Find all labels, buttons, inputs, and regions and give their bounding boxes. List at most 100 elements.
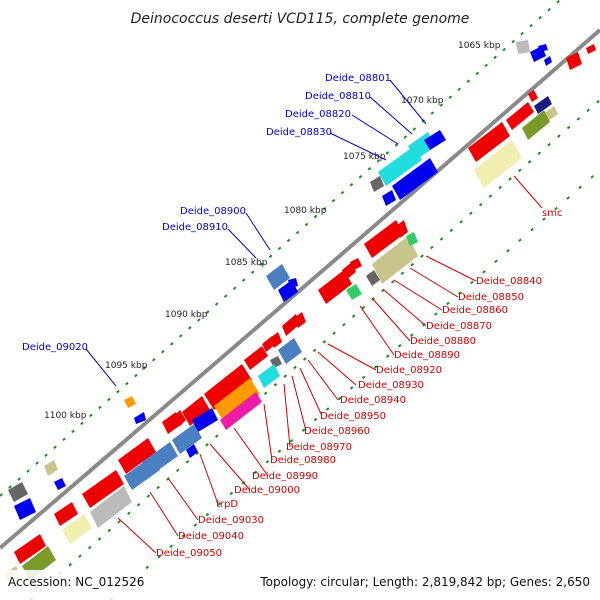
gene-feature[interactable] <box>370 176 384 192</box>
gene-label[interactable]: Deide_08960 <box>304 426 370 437</box>
gene-label[interactable]: Deide_08970 <box>286 442 352 453</box>
tick-mark <box>376 159 381 163</box>
gene-label[interactable]: Deide_08880 <box>410 336 476 347</box>
gene-feature[interactable] <box>90 486 132 528</box>
gene-feature[interactable] <box>346 284 362 300</box>
gene-feature[interactable] <box>186 444 198 458</box>
gene-feature[interactable] <box>182 396 210 426</box>
gene-feature[interactable] <box>278 338 302 364</box>
gene-feature[interactable] <box>14 498 36 520</box>
gene-label[interactable]: Deide_08820 <box>285 109 351 120</box>
gene-label[interactable]: smc <box>542 208 562 219</box>
gene-label[interactable]: Deide_08801 <box>325 73 391 84</box>
gene-feature[interactable] <box>350 258 362 270</box>
gene-feature[interactable] <box>288 278 298 288</box>
gene-label[interactable]: Deide_08920 <box>376 365 442 376</box>
gene-feature[interactable] <box>566 52 582 70</box>
gene-label[interactable]: Deide_09030 <box>198 515 264 526</box>
gene-feature[interactable] <box>424 130 446 150</box>
gene-feature[interactable] <box>134 412 146 424</box>
gene-feature[interactable] <box>522 110 550 140</box>
gene-feature[interactable] <box>392 158 438 200</box>
gene-label[interactable]: Deide_08840 <box>476 276 542 287</box>
gene-feature[interactable] <box>118 438 156 474</box>
gene-feature[interactable] <box>586 44 596 54</box>
gene-feature[interactable] <box>366 270 380 286</box>
gene-feature[interactable] <box>266 264 290 290</box>
gene-feature[interactable] <box>124 396 136 408</box>
gene-label[interactable]: Deide_09020 <box>22 342 88 353</box>
label-leader <box>283 383 291 448</box>
gene-feature[interactable] <box>220 392 262 430</box>
tick-label: 1100 kbp <box>44 411 87 421</box>
gene-feature[interactable] <box>516 40 530 54</box>
gene-feature[interactable] <box>506 102 534 130</box>
gene-label[interactable]: Deide_08850 <box>458 292 524 303</box>
tick-mark <box>71 429 75 434</box>
gene-label[interactable]: Deide_08930 <box>358 380 424 391</box>
gene-feature[interactable] <box>544 56 552 66</box>
gene-feature[interactable] <box>82 470 124 508</box>
gene-feature[interactable] <box>124 456 160 490</box>
gene-label[interactable]: Deide_08870 <box>426 321 492 332</box>
gene-feature[interactable] <box>258 364 280 388</box>
gene-feature[interactable] <box>172 424 202 454</box>
gene-feature[interactable] <box>214 378 260 422</box>
tick-label: 1070 kbp <box>401 96 444 106</box>
gene-feature[interactable] <box>364 220 404 258</box>
gene-feature[interactable] <box>44 460 58 476</box>
gene-feature[interactable] <box>14 534 46 564</box>
gene-feature[interactable] <box>468 122 510 162</box>
gene-feature[interactable] <box>406 232 418 246</box>
outer-tick-track <box>0 0 560 497</box>
gene-label[interactable]: Deide_08910 <box>162 222 228 233</box>
gene-label[interactable]: Deide_08810 <box>305 91 371 102</box>
tick-mark <box>361 375 366 380</box>
tick-mark <box>542 217 546 221</box>
gene-feature[interactable] <box>396 220 408 238</box>
gene-feature[interactable] <box>378 146 422 186</box>
tick-mark <box>484 63 488 68</box>
gene-label[interactable]: Deide_09050 <box>156 548 222 559</box>
gene-label[interactable]: Deide_09040 <box>178 531 244 542</box>
tick-mark <box>482 270 486 274</box>
gene-feature[interactable] <box>474 140 522 188</box>
gene-feature[interactable] <box>534 96 552 114</box>
gene-feature[interactable] <box>174 410 186 426</box>
tick-mark <box>268 254 273 259</box>
gene-label[interactable]: Deide_08860 <box>442 305 508 316</box>
footer-background <box>0 570 600 600</box>
gene-feature[interactable] <box>318 270 352 304</box>
gene-label[interactable]: Deide_08950 <box>320 411 386 422</box>
gene-feature[interactable] <box>538 44 548 52</box>
tick-mark <box>97 537 102 541</box>
gene-feature[interactable] <box>372 236 418 284</box>
tick-mark <box>430 111 435 115</box>
gene-feature[interactable] <box>528 90 538 102</box>
gene-feature[interactable] <box>294 312 306 328</box>
gene-feature[interactable] <box>8 482 28 502</box>
gene-feature[interactable] <box>54 478 66 490</box>
gene-feature[interactable] <box>382 190 396 206</box>
tick-mark <box>506 249 510 253</box>
gene-label[interactable]: Deide_08830 <box>266 127 332 138</box>
tick-mark <box>576 117 581 121</box>
tick-mark <box>502 47 506 52</box>
gene-feature[interactable] <box>192 408 218 432</box>
gene-label[interactable]: trpD <box>216 499 238 510</box>
gene-feature[interactable] <box>270 332 282 348</box>
tick-mark <box>263 391 268 396</box>
gene-feature[interactable] <box>204 364 252 410</box>
gene-label[interactable]: Deide_08890 <box>394 350 460 361</box>
gene-label[interactable]: Deide_09000 <box>234 485 300 496</box>
gene-feature[interactable] <box>62 514 92 544</box>
gene-feature[interactable] <box>244 346 268 370</box>
tick-mark <box>156 485 160 490</box>
gene-label[interactable]: Deide_08990 <box>252 471 318 482</box>
gene-label[interactable]: Deide_08980 <box>270 455 336 466</box>
gene-feature[interactable] <box>54 502 78 526</box>
gene-label[interactable]: Deide_08940 <box>340 395 406 406</box>
gene-label[interactable]: Deide_08900 <box>180 206 246 217</box>
tick-mark <box>87 545 92 550</box>
tick-mark <box>170 342 174 346</box>
